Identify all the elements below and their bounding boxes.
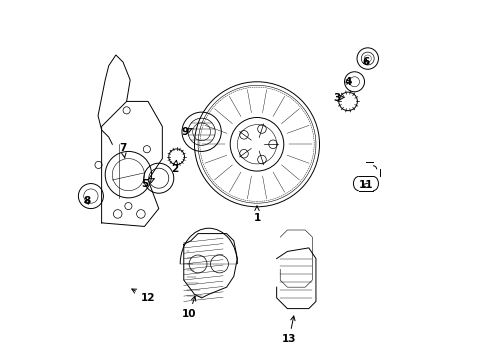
Text: 11: 11: [358, 180, 372, 190]
Text: 9: 9: [182, 127, 192, 137]
Text: 13: 13: [281, 316, 296, 344]
Text: 8: 8: [83, 197, 91, 206]
Text: 6: 6: [362, 57, 369, 67]
Text: 2: 2: [171, 160, 178, 174]
Text: 1: 1: [253, 206, 260, 222]
Polygon shape: [276, 248, 315, 309]
Text: 5: 5: [141, 179, 154, 189]
Text: 10: 10: [182, 296, 196, 319]
Text: 12: 12: [132, 289, 155, 303]
Text: 7: 7: [119, 143, 126, 158]
Text: 3: 3: [333, 93, 344, 103]
Text: 4: 4: [344, 77, 351, 87]
